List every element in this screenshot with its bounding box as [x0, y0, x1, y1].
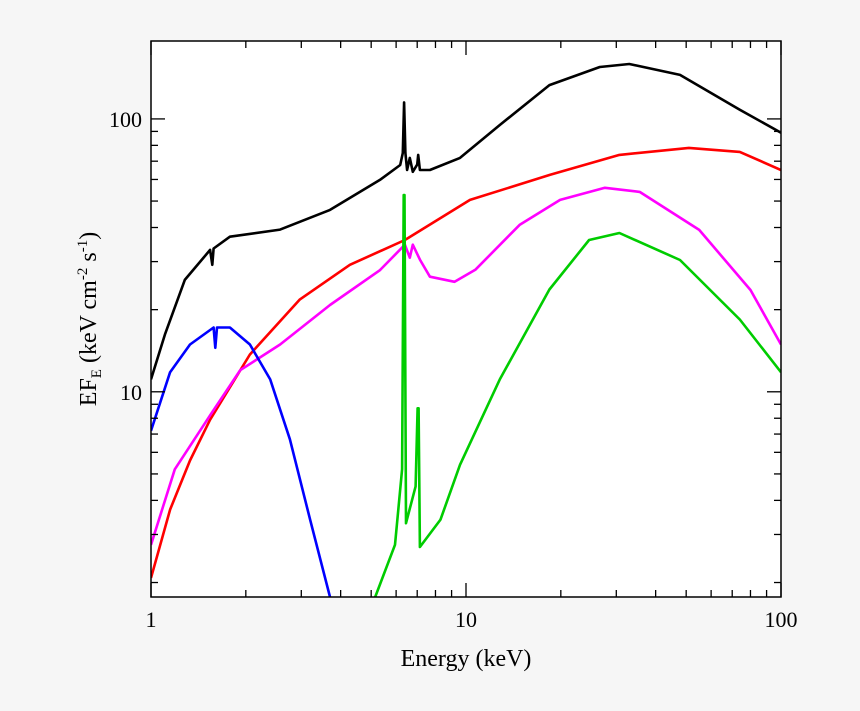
y-label-unit2: s: [76, 252, 102, 267]
series-line-1: [151, 146, 781, 579]
series-line-0: [151, 62, 781, 380]
series-line-3: [151, 326, 332, 597]
y-label-close: ): [76, 232, 102, 240]
y-label-unit1: (keV cm: [76, 280, 102, 369]
y-label-sup2: -1: [75, 240, 91, 253]
y-label-sub: E: [89, 369, 105, 378]
series-line-4: [373, 193, 781, 597]
series-line-2: [151, 186, 781, 546]
plot-frame: [150, 40, 782, 598]
y-axis-label: EFE (keV cm-2 s-1): [75, 232, 105, 406]
plot-area: [151, 41, 781, 597]
y-label-sup1: -2: [75, 268, 91, 281]
y-label-main: EF: [76, 378, 102, 406]
tick-labels: 1 10 100 10 100: [109, 107, 798, 632]
series-group: [151, 62, 781, 597]
x-tick-label: 10: [455, 607, 477, 632]
y-tick-label: 10: [120, 380, 142, 405]
x-tick-label: 100: [765, 607, 798, 632]
x-tick-label: 1: [146, 607, 157, 632]
x-axis-label: Energy (keV): [401, 646, 532, 672]
y-tick-label: 100: [109, 107, 142, 132]
